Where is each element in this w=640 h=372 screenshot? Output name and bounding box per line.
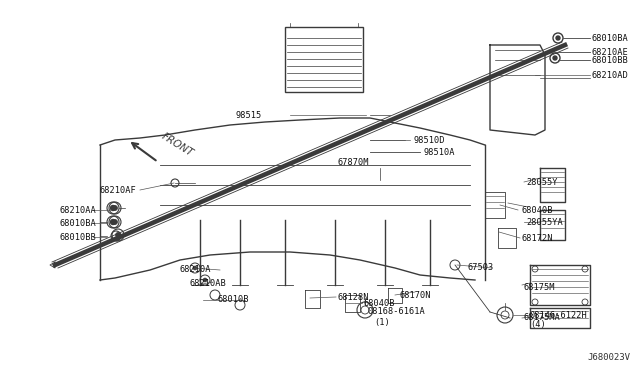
Text: 68010BA: 68010BA [60,218,97,228]
Circle shape [361,306,369,314]
Bar [285,27,363,92]
Circle shape [115,232,120,237]
Text: (4): (4) [530,321,546,330]
Circle shape [111,205,115,211]
Circle shape [113,219,118,224]
Text: 68172N: 68172N [522,234,554,243]
Text: 68210AE: 68210AE [592,48,628,57]
Circle shape [556,36,560,40]
Circle shape [203,278,207,282]
Text: 28055Y: 28055Y [526,177,557,186]
Text: 68210A: 68210A [180,266,211,275]
Text: 68170N: 68170N [399,291,431,299]
Text: 68210AA: 68210AA [60,205,97,215]
Text: 98515: 98515 [235,110,261,119]
Text: 68175M: 68175M [523,282,554,292]
Circle shape [501,311,509,319]
Text: 68210AF: 68210AF [100,186,137,195]
Text: 68010B: 68010B [218,295,250,305]
Text: 98510D: 98510D [413,135,445,144]
Circle shape [113,205,118,211]
Circle shape [111,219,115,224]
Text: 68040B: 68040B [522,205,554,215]
Text: (1): (1) [374,317,390,327]
Text: 08146-6122H: 08146-6122H [530,311,588,320]
Text: 68210AD: 68210AD [592,71,628,80]
Text: 68040B: 68040B [364,298,396,308]
Text: 68010BB: 68010BB [60,232,97,241]
Text: 67870M: 67870M [338,157,369,167]
Text: 68210AB: 68210AB [190,279,227,288]
Circle shape [553,56,557,60]
Circle shape [193,266,197,270]
Text: FRONT: FRONT [160,132,195,159]
Text: 68010BA: 68010BA [592,33,628,42]
Text: 98510A: 98510A [423,148,454,157]
Text: 68175MA: 68175MA [523,314,560,323]
Text: J680023V: J680023V [587,353,630,362]
Text: 08168-6161A: 08168-6161A [367,308,425,317]
Text: 28055YA: 28055YA [526,218,563,227]
Text: 68128N: 68128N [338,292,369,301]
Text: 68010BB: 68010BB [592,55,628,64]
Text: 67503: 67503 [468,263,494,273]
